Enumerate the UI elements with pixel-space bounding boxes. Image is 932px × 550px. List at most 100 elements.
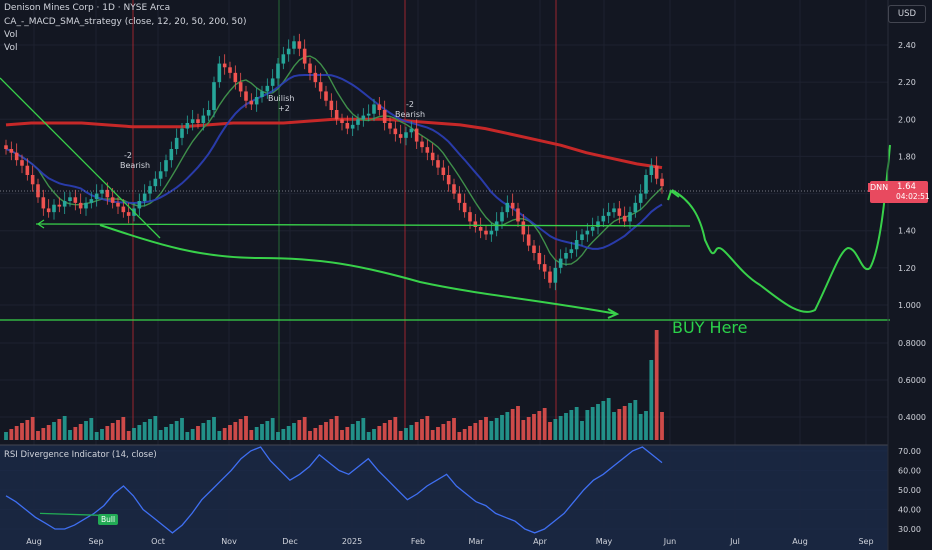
volume-bar (633, 400, 638, 440)
bearish-signal-2-num: -2 (406, 100, 414, 109)
candle-body (612, 208, 616, 213)
volume-bar (590, 407, 595, 440)
rsi-line (5, 446, 663, 534)
volume-bar (350, 424, 355, 440)
candle-body (313, 72, 318, 83)
volume-bar (68, 430, 72, 440)
volume-bar (190, 429, 195, 440)
candle-body (388, 123, 392, 129)
rsi-tick-label: 60.00 (898, 466, 921, 475)
rsi-legend[interactable]: RSI Divergence Indicator (14, close) (4, 450, 157, 460)
volume-bar (382, 423, 387, 440)
candle-body (174, 137, 179, 149)
volume-bar (532, 414, 536, 440)
bullish-signal-text: Builish (268, 94, 295, 103)
time-tick-label: Sep (88, 537, 103, 546)
candle-body (462, 202, 467, 213)
currency-button[interactable]: USD (888, 5, 926, 23)
volume-bar (46, 425, 51, 440)
candle-body (238, 82, 243, 92)
rsi-tick-label: 30.00 (898, 525, 921, 534)
volume-bar (57, 419, 62, 440)
rsi-band (0, 445, 888, 550)
vol-legend-1[interactable]: Vol (4, 30, 18, 40)
candle-body (340, 119, 344, 123)
vol-legend-2[interactable]: Vol (4, 43, 18, 53)
volume-bar (276, 432, 280, 440)
volume-bar (260, 424, 264, 440)
candle-body (4, 145, 8, 149)
candle-body (89, 199, 94, 203)
candle-body (126, 212, 131, 216)
candle-body (30, 175, 35, 185)
volume-bar (297, 420, 302, 440)
volume-bar (425, 416, 430, 440)
volume-bar (361, 418, 366, 440)
volume-bar (494, 418, 499, 440)
time-axis: Aug Sep Oct Nov Dec 2025 Feb Mar Apr May Jun Jul Aug… (26, 537, 873, 546)
volume-bar (25, 420, 30, 440)
time-tick-label: Oct (151, 537, 165, 546)
bullish-signal-num: +2 (278, 104, 290, 113)
candle-body (585, 230, 590, 235)
volume-bar (366, 432, 371, 440)
candle-body (414, 128, 419, 142)
candle-body (233, 72, 238, 83)
volume-bar (628, 403, 632, 440)
candle-body (244, 91, 248, 101)
volume-bar (110, 423, 115, 440)
price-tick-label: 1.000 (898, 301, 921, 310)
volume-bar (254, 427, 259, 440)
candle-body (505, 202, 510, 213)
candle-body (542, 264, 547, 272)
candle-body (494, 221, 499, 231)
time-tick-label: Jul (729, 537, 740, 546)
candle-body (569, 249, 574, 253)
candle-body (9, 149, 14, 153)
volume-bar (356, 421, 360, 440)
trendline-down (0, 77, 161, 239)
volume-bar (468, 426, 472, 440)
volume-bar (606, 398, 611, 440)
candle-body (265, 85, 270, 92)
volume-bar (105, 426, 110, 440)
ma-fast-line (5, 55, 663, 266)
candle-body (382, 110, 387, 123)
volume-bar (537, 411, 542, 440)
candle-body (334, 110, 339, 120)
volume-bar (473, 423, 478, 440)
volume-bar (89, 418, 94, 440)
candle-body (116, 202, 120, 207)
candle-body (441, 167, 446, 175)
candle-body (537, 253, 542, 265)
price-tick-label: 1.80 (898, 152, 916, 161)
moving-averages (5, 55, 663, 266)
ma-200-line (5, 117, 663, 170)
candle-body (484, 230, 488, 235)
volume-bar (521, 420, 526, 440)
candle-body (137, 201, 142, 209)
price-tick-label: 1.40 (898, 227, 916, 236)
candle-body (41, 197, 46, 209)
candle-body (110, 197, 115, 203)
volume-bar (62, 416, 67, 440)
candle-body (228, 67, 232, 73)
volume-bar (569, 410, 574, 440)
candle-body (500, 212, 504, 222)
candle-body (84, 202, 88, 209)
candle-body (297, 41, 302, 49)
candles (4, 33, 664, 291)
candle-body (372, 104, 376, 114)
candle-body (302, 48, 307, 64)
volume-bar (238, 419, 243, 440)
indicator-legend[interactable]: CA_-_MACD_SMA_strategy (close, 12, 20, 5… (4, 17, 247, 27)
candle-body (516, 208, 520, 222)
candle-body (377, 104, 382, 110)
volume-bar (612, 412, 616, 440)
volume-bar (302, 417, 307, 440)
volume-bar (4, 432, 8, 440)
candle-body (574, 240, 579, 250)
candle-body (478, 227, 483, 231)
volume-bar (116, 420, 120, 440)
